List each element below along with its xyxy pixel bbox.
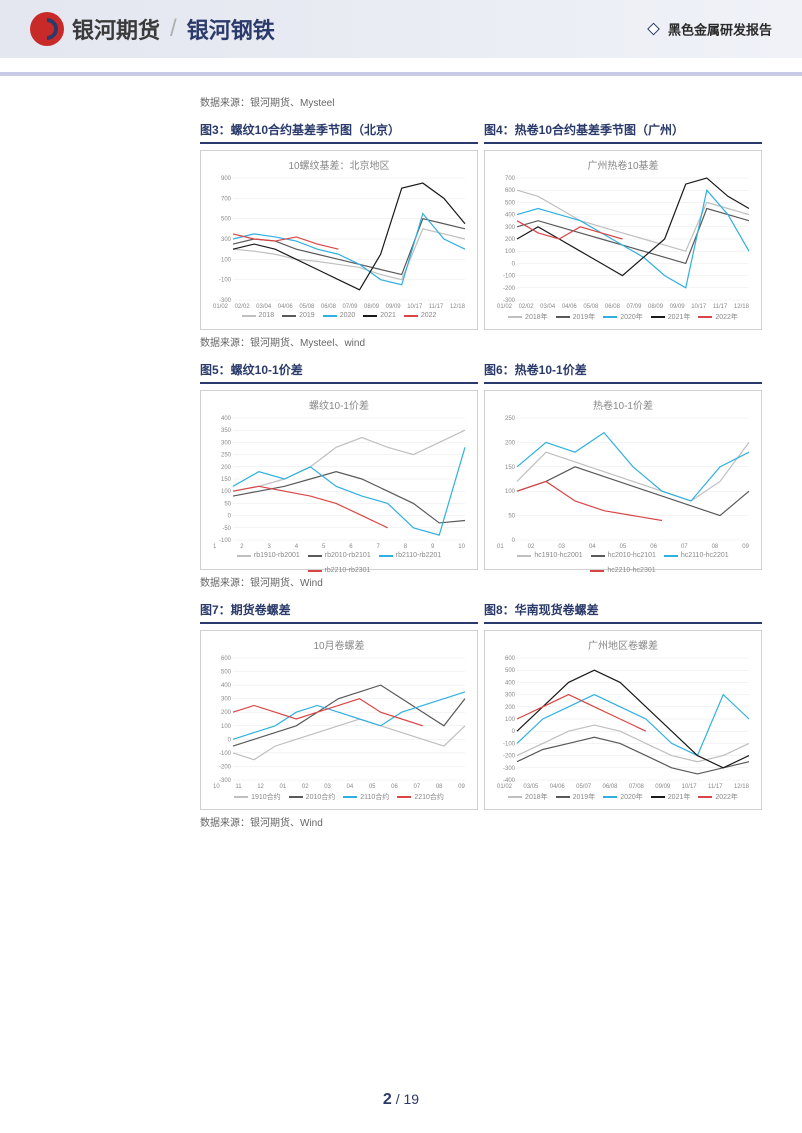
chart-col: 图4：热卷10合约基差季节图（广州） 广州热卷10基差-300-200-1000… xyxy=(484,121,762,330)
chart-caption: 图3：螺纹10合约基差季节图（北京） xyxy=(200,121,478,144)
svg-text:500: 500 xyxy=(505,200,516,206)
data-source: 数据来源：银河期货、Wind xyxy=(200,814,762,829)
svg-text:500: 500 xyxy=(505,668,516,674)
svg-text:-200: -200 xyxy=(503,754,516,760)
brand-logo xyxy=(30,12,64,46)
svg-text:-100: -100 xyxy=(503,741,516,747)
report-header: 银河期货 / 银河钢铁 黑色金属研发报告 xyxy=(0,0,802,58)
svg-text:50: 50 xyxy=(508,514,515,520)
svg-text:100: 100 xyxy=(221,257,232,263)
svg-text:-50: -50 xyxy=(222,526,231,532)
svg-text:100: 100 xyxy=(221,489,232,495)
data-source: 数据来源：银河期货、Wind xyxy=(200,574,762,589)
svg-text:400: 400 xyxy=(221,416,232,422)
svg-text:250: 250 xyxy=(505,416,516,422)
svg-text:300: 300 xyxy=(221,237,232,243)
chart-col: 图8：华南现货卷螺差 广州地区卷螺差-400-300-200-100010020… xyxy=(484,601,762,810)
svg-text:350: 350 xyxy=(221,428,232,434)
svg-text:-100: -100 xyxy=(219,751,232,757)
chart-col: 图3：螺纹10合约基差季节图（北京） 10螺纹基差：北京地区-300-10010… xyxy=(200,121,478,330)
svg-text:0: 0 xyxy=(512,261,516,267)
svg-text:100: 100 xyxy=(505,489,516,495)
svg-text:200: 200 xyxy=(505,705,516,711)
svg-text:0: 0 xyxy=(512,729,516,735)
chart-caption: 图5：螺纹10-1价差 xyxy=(200,361,478,384)
chart-row-2: 图5：螺纹10-1价差 螺纹10-1价差-100-500501001502002… xyxy=(200,361,762,570)
brand-sub: 银河钢铁 xyxy=(187,13,275,45)
svg-text:700: 700 xyxy=(221,196,232,202)
svg-text:600: 600 xyxy=(505,188,516,194)
svg-text:300: 300 xyxy=(221,440,232,446)
chart-caption: 图8：华南现货卷螺差 xyxy=(484,601,762,624)
svg-text:0: 0 xyxy=(228,737,232,743)
chart-caption: 图4：热卷10合约基差季节图（广州） xyxy=(484,121,762,144)
svg-text:-300: -300 xyxy=(503,766,516,772)
svg-text:50: 50 xyxy=(224,501,231,507)
svg-text:500: 500 xyxy=(221,670,232,676)
chart-6: 热卷10-1价差05010015020025001020304050607080… xyxy=(484,390,762,570)
svg-text:600: 600 xyxy=(505,656,516,662)
svg-text:900: 900 xyxy=(221,176,232,182)
chart-4: 广州热卷10基差-300-200-10001002003004005006007… xyxy=(484,150,762,330)
chart-caption: 图7：期货卷螺差 xyxy=(200,601,478,624)
svg-text:400: 400 xyxy=(221,683,232,689)
svg-text:200: 200 xyxy=(221,465,232,471)
svg-text:100: 100 xyxy=(221,724,232,730)
svg-text:150: 150 xyxy=(505,465,516,471)
svg-text:400: 400 xyxy=(505,213,516,219)
brand-name: 银河期货 xyxy=(72,13,160,45)
chart-col: 图7：期货卷螺差 10月卷螺差-300-200-1000100200300400… xyxy=(200,601,478,810)
svg-text:200: 200 xyxy=(505,237,516,243)
svg-text:300: 300 xyxy=(221,697,232,703)
svg-text:150: 150 xyxy=(221,477,232,483)
svg-text:-100: -100 xyxy=(219,278,232,284)
report-tag-label: 黑色金属研发报告 xyxy=(668,20,772,39)
svg-text:-300: -300 xyxy=(219,778,232,784)
svg-text:200: 200 xyxy=(505,440,516,446)
svg-text:0: 0 xyxy=(228,514,232,520)
diamond-icon xyxy=(647,23,660,36)
chart-7: 10月卷螺差-300-200-1000100200300400500600101… xyxy=(200,630,478,810)
svg-text:600: 600 xyxy=(221,656,232,662)
svg-text:400: 400 xyxy=(505,680,516,686)
page-number: 2 / 19 xyxy=(383,1091,419,1107)
svg-text:-100: -100 xyxy=(219,538,232,544)
svg-text:-200: -200 xyxy=(503,286,516,292)
data-source: 数据来源：银河期货、Mysteel xyxy=(200,94,762,109)
svg-text:-100: -100 xyxy=(503,274,516,280)
svg-text:-200: -200 xyxy=(219,764,232,770)
svg-text:300: 300 xyxy=(505,693,516,699)
page-content: 数据来源：银河期货、Mysteel 图3：螺纹10合约基差季节图（北京） 10螺… xyxy=(0,76,802,829)
chart-row-1: 图3：螺纹10合约基差季节图（北京） 10螺纹基差：北京地区-300-10010… xyxy=(200,121,762,330)
page-footer: 2 / 19 xyxy=(0,1091,802,1109)
page-current: 2 xyxy=(383,1091,392,1108)
chart-col: 图5：螺纹10-1价差 螺纹10-1价差-100-500501001502002… xyxy=(200,361,478,570)
chart-col: 图6：热卷10-1价差 热卷10-1价差05010015020025001020… xyxy=(484,361,762,570)
svg-text:250: 250 xyxy=(221,453,232,459)
page-sep: / xyxy=(392,1091,404,1107)
brand-separator: / xyxy=(170,15,177,43)
svg-text:100: 100 xyxy=(505,717,516,723)
svg-text:500: 500 xyxy=(221,217,232,223)
chart-3: 10螺纹基差：北京地区-300-10010030050070090001/020… xyxy=(200,150,478,330)
data-source: 数据来源：银河期货、Mysteel、wind xyxy=(200,334,762,349)
report-tag: 黑色金属研发报告 xyxy=(649,20,772,39)
chart-8: 广州地区卷螺差-400-300-200-10001002003004005006… xyxy=(484,630,762,810)
svg-text:200: 200 xyxy=(221,710,232,716)
chart-row-3: 图7：期货卷螺差 10月卷螺差-300-200-1000100200300400… xyxy=(200,601,762,810)
chart-caption: 图6：热卷10-1价差 xyxy=(484,361,762,384)
svg-text:700: 700 xyxy=(505,176,516,182)
svg-text:100: 100 xyxy=(505,249,516,255)
chart-5: 螺纹10-1价差-100-500501001502002503003504001… xyxy=(200,390,478,570)
page-total: 19 xyxy=(404,1091,420,1107)
svg-text:300: 300 xyxy=(505,225,516,231)
